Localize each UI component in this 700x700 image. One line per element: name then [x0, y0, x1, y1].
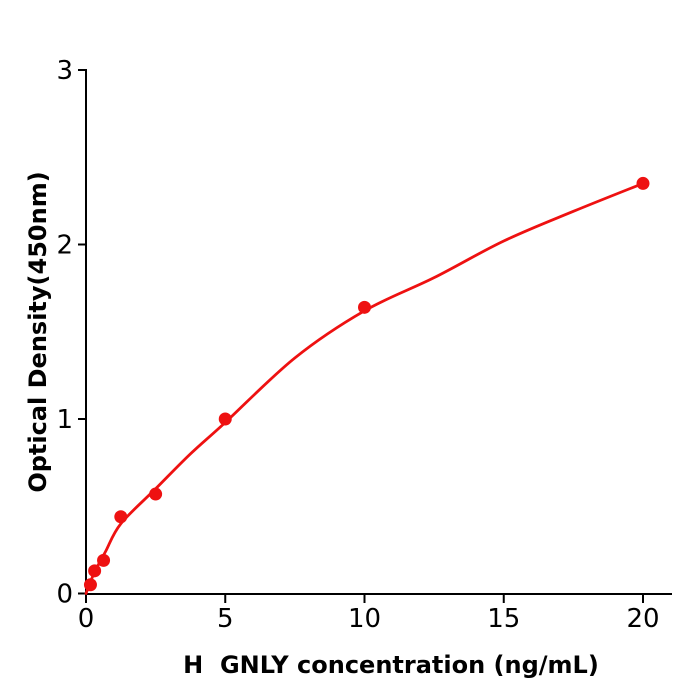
y-axis-title: Optical Density(450nm): [24, 171, 52, 492]
x-axis-ticks: 0 5 10 15 20: [78, 594, 660, 634]
x-tick-label: 10: [348, 604, 381, 634]
x-tick-label: 5: [217, 604, 234, 634]
data-point: [114, 510, 128, 524]
x-tick-label: 15: [487, 604, 520, 634]
y-tick-label: 0: [56, 580, 73, 610]
data-point: [88, 564, 102, 578]
data-point: [218, 412, 232, 426]
x-axis-title: H GNLY concentration (ng/mL): [183, 651, 599, 679]
data-point: [358, 300, 371, 314]
fit-curve: [84, 182, 645, 595]
y-axis-ticks: 0 1 2 3: [56, 56, 86, 610]
data-point: [149, 487, 163, 501]
data-point: [636, 176, 650, 190]
data-point: [97, 553, 111, 567]
x-tick-label: 20: [626, 604, 659, 634]
data-points: [83, 176, 650, 592]
y-tick-label: 2: [56, 231, 73, 261]
y-tick-label: 1: [56, 405, 73, 435]
y-tick-label: 3: [56, 56, 73, 86]
data-point: [83, 578, 97, 592]
x-tick-label: 0: [78, 604, 95, 634]
